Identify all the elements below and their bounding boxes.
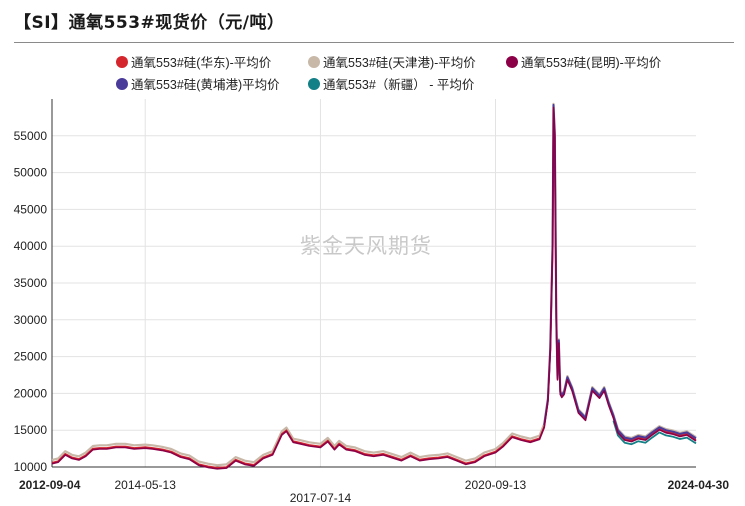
legend-item[interactable]: 通氧553#硅(昆明)-平均价 [506, 52, 661, 71]
legend-marker [308, 55, 320, 68]
legend-marker [116, 77, 128, 90]
y-tick-label: 50000 [14, 166, 48, 180]
legend-marker [116, 55, 128, 68]
x-tick-label: 2024-04-30 [668, 478, 730, 492]
legend-label: 通氧553#硅(黄埔港)平均价 [131, 78, 280, 92]
y-tick-label: 20000 [14, 386, 48, 400]
chart-title: 【SI】通氧553#现货价（元/吨） [14, 13, 285, 33]
legend-item[interactable]: 通氧553#硅(天津港)-平均价 [308, 52, 476, 71]
series-line [51, 106, 697, 470]
y-tick-label: 55000 [14, 129, 48, 143]
series-line [51, 105, 697, 469]
x-tick-label: 2014-05-13 [115, 478, 177, 492]
series-line [51, 102, 697, 467]
y-tick-label: 40000 [14, 239, 48, 253]
legend-item[interactable]: 通氧553#硅(黄埔港)平均价 [116, 74, 280, 93]
legend-label: 通氧553#硅(华东)-平均价 [131, 56, 272, 70]
y-tick-label: 35000 [14, 276, 48, 290]
y-tick-label: 25000 [14, 350, 48, 364]
legend-label: 通氧553#硅(天津港)-平均价 [323, 56, 476, 70]
y-tick-label: 30000 [14, 313, 48, 327]
x-tick-label: 2017-07-14 [290, 491, 352, 505]
y-tick-label: 10000 [14, 460, 48, 474]
x-tick-label: 2020-09-13 [465, 478, 527, 492]
legend-item[interactable]: 通氧553#硅(华东)-平均价 [116, 52, 271, 71]
series-line [543, 103, 697, 440]
legend-marker [308, 77, 320, 90]
y-tick-label: 15000 [14, 423, 48, 437]
y-tick-label: 45000 [14, 202, 48, 216]
legend-label: 通氧553#（新疆） - 平均价 [323, 78, 475, 92]
legend: 通氧553#硅(华东)-平均价 通氧553#硅(天津港)-平均价 通氧553#硅(昆… [0, 0, 745, 100]
x-tick-label: 2012-09-04 [19, 478, 81, 492]
legend-label: 通氧553#硅(昆明)-平均价 [521, 56, 662, 70]
title-divider [14, 42, 734, 43]
legend-marker [506, 55, 518, 68]
legend-item[interactable]: 通氧553#（新疆） - 平均价 [308, 74, 474, 93]
series-line [612, 420, 697, 446]
